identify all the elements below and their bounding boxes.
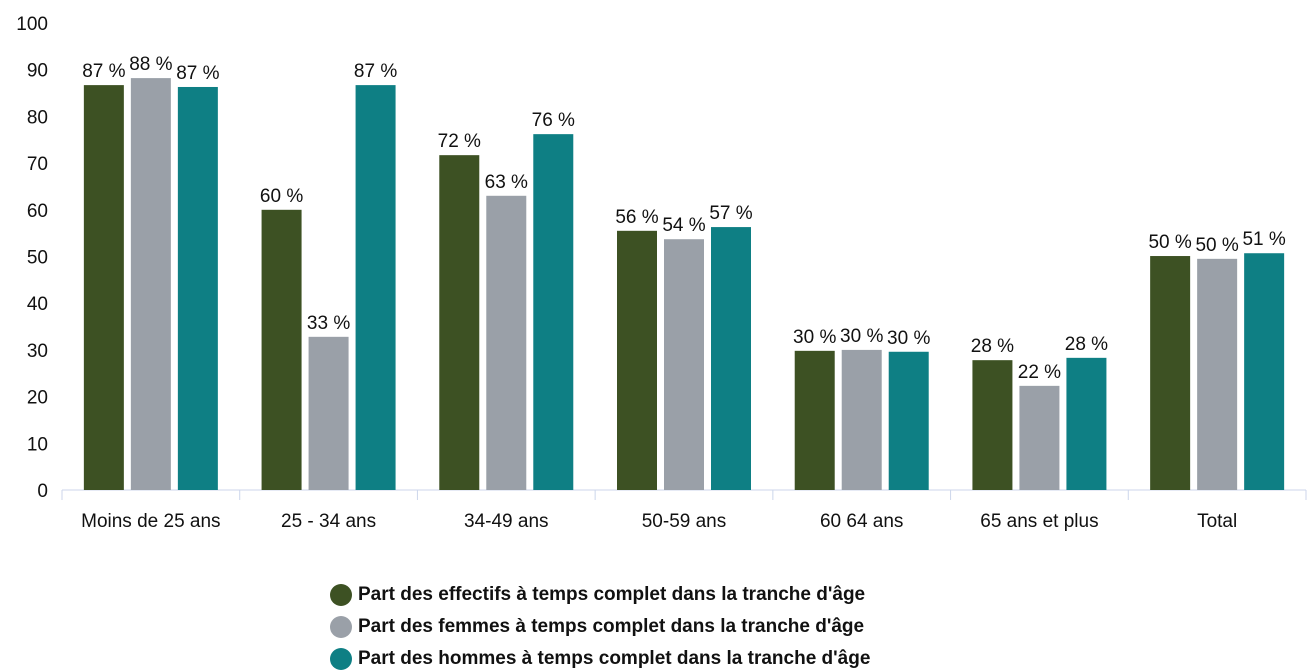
y-tick-label: 20 xyxy=(27,388,48,409)
legend-marker xyxy=(330,648,352,670)
bar xyxy=(617,230,657,490)
legend-label: Part des femmes à temps complet dans la … xyxy=(358,616,865,637)
bar xyxy=(533,134,574,490)
x-tick-label: 60 64 ans xyxy=(819,511,904,532)
value-label: 30 % xyxy=(793,327,836,348)
legend-item: Part des hommes à temps complet dans la … xyxy=(330,648,870,670)
y-tick-label: 40 xyxy=(27,294,48,315)
value-label: 76 % xyxy=(532,110,575,131)
y-tick-label: 90 xyxy=(27,61,48,82)
x-tick-label: 50-59 ans xyxy=(641,511,727,532)
value-label: 30 % xyxy=(887,328,930,349)
bar xyxy=(1197,258,1238,490)
legend-item: Part des femmes à temps complet dans la … xyxy=(330,616,864,638)
y-tick-label: 30 xyxy=(27,341,48,362)
value-label: 56 % xyxy=(615,207,658,228)
bar xyxy=(355,85,396,491)
bar xyxy=(1066,357,1107,490)
x-tick-label: 25 - 34 ans xyxy=(281,511,377,532)
x-tick-label: Total xyxy=(1197,511,1238,532)
x-tick-label: 34-49 ans xyxy=(464,511,549,532)
value-label: 88 % xyxy=(129,54,172,75)
bar xyxy=(261,209,302,491)
value-label: 51 % xyxy=(1242,229,1285,250)
x-tick-label: Moins de 25 ans xyxy=(81,511,221,532)
bar xyxy=(1150,256,1191,490)
value-label: 28 % xyxy=(971,336,1014,357)
bar xyxy=(130,78,171,490)
value-label: 63 % xyxy=(485,172,528,193)
legend-marker xyxy=(330,584,352,606)
value-label: 60 % xyxy=(260,186,303,207)
legend-label: Part des hommes à temps complet dans la … xyxy=(358,648,871,669)
value-label: 30 % xyxy=(840,326,883,347)
bar xyxy=(486,195,527,491)
bar xyxy=(1019,385,1060,490)
y-tick-label: 80 xyxy=(27,107,48,128)
value-label: 57 % xyxy=(709,203,752,224)
x-tick-label: 65 ans et plus xyxy=(980,511,1099,532)
bar xyxy=(308,336,349,490)
value-label: 28 % xyxy=(1065,334,1108,355)
y-tick-label: 100 xyxy=(16,14,48,35)
bar xyxy=(841,349,882,490)
value-label: 72 % xyxy=(438,131,481,152)
value-label: 50 % xyxy=(1148,232,1191,253)
y-tick-label: 10 xyxy=(27,434,48,455)
legend-item: Part des effectifs à temps complet dans … xyxy=(330,584,865,606)
bar xyxy=(794,350,835,490)
value-label: 54 % xyxy=(662,215,705,236)
y-tick-label: 60 xyxy=(27,201,48,222)
bar xyxy=(83,85,124,491)
value-label: 22 % xyxy=(1018,362,1061,383)
y-tick-label: 70 xyxy=(27,154,48,175)
bar xyxy=(888,351,929,490)
value-label: 87 % xyxy=(82,61,125,82)
value-label: 87 % xyxy=(176,63,219,84)
bar xyxy=(972,360,1013,490)
bar xyxy=(177,86,218,490)
y-tick-label: 50 xyxy=(27,248,48,269)
bar xyxy=(664,239,704,490)
bar xyxy=(439,155,480,490)
value-label: 33 % xyxy=(307,313,350,334)
bar xyxy=(711,227,751,491)
legend-marker xyxy=(330,616,352,638)
value-label: 50 % xyxy=(1195,235,1238,256)
bar xyxy=(1244,253,1285,490)
legend-label: Part des effectifs à temps complet dans … xyxy=(358,584,866,605)
y-tick-label: 0 xyxy=(37,481,48,502)
value-label: 87 % xyxy=(354,61,397,82)
